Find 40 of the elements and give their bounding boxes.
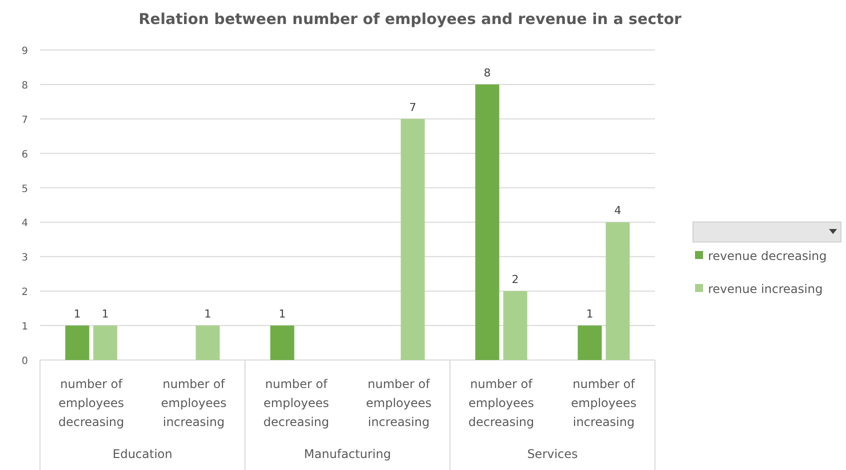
y-tick-label: 3 bbox=[22, 252, 28, 264]
data-label: 4 bbox=[614, 204, 622, 218]
bar bbox=[503, 291, 528, 360]
x-tick-label: number of employees increasing bbox=[571, 377, 636, 429]
data-label: 2 bbox=[512, 273, 519, 286]
text: Education bbox=[112, 447, 172, 461]
data-label: 8 bbox=[484, 66, 491, 80]
y-tick-label: 8 bbox=[22, 80, 28, 92]
y-tick-label: 7 bbox=[22, 114, 28, 126]
x-tick-label: number of employees increasing bbox=[366, 377, 432, 429]
bar bbox=[400, 118, 425, 360]
bar bbox=[196, 326, 220, 360]
legend-label: revenue increasing bbox=[708, 282, 823, 296]
data-label: 1 bbox=[204, 308, 212, 321]
data-label: 1 bbox=[102, 308, 109, 321]
data-label: 1 bbox=[586, 308, 594, 321]
y-tick-label: 1 bbox=[22, 322, 28, 333]
bar bbox=[606, 222, 630, 360]
bar bbox=[578, 326, 602, 360]
text: Services bbox=[527, 447, 578, 461]
y-tick-label: 5 bbox=[22, 184, 28, 195]
chart-title: Relation between number of employees and revenue in a sector bbox=[138, 10, 682, 28]
data-label: 1 bbox=[74, 308, 81, 321]
bar bbox=[65, 326, 90, 360]
y-tick-label: 6 bbox=[22, 149, 28, 160]
y-tick-label: 0 bbox=[22, 356, 28, 367]
bar bbox=[475, 84, 500, 360]
bar bbox=[93, 326, 118, 360]
bar bbox=[270, 326, 294, 360]
text: Manufacturing bbox=[304, 447, 391, 461]
x-tick-label: number of employees decreasing bbox=[58, 377, 124, 429]
y-tick-label: 9 bbox=[22, 46, 28, 57]
y-tick-label: 4 bbox=[22, 218, 28, 230]
data-label: 7 bbox=[409, 100, 416, 114]
data-label: 1 bbox=[278, 308, 286, 321]
x-tick-label: number of employees decreasing bbox=[468, 377, 534, 429]
legend-label: revenue decreasing bbox=[708, 249, 827, 263]
y-tick-label: 2 bbox=[22, 287, 28, 298]
x-tick-label: number of employees decreasing bbox=[263, 377, 330, 429]
x-tick-label: number of employees increasing bbox=[161, 377, 226, 429]
